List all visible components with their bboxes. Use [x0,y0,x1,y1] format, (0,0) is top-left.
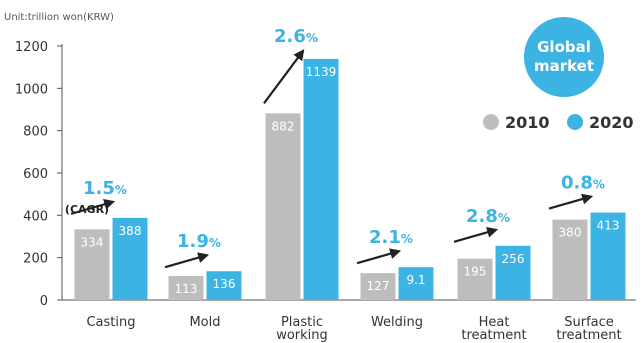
bar-value-label: 195 [464,265,487,279]
cagr-arrow [70,199,116,215]
bar-value-label: 1139 [306,65,337,79]
cagr-percent-sign: % [401,232,413,246]
cagr-arrow [453,226,499,243]
cagr-label: 0.8% [561,173,605,194]
bar-value-label: 256 [502,252,525,266]
cagr-percent-sign: % [306,31,318,45]
cagr-label: 2.1% [369,227,413,248]
bar-2020 [398,267,434,300]
cagr-value: 0.8 [561,173,593,194]
cagr-label: 1.9% [177,231,221,252]
bar-2010 [552,219,588,300]
cagr-arrow [356,248,402,265]
y-tick-label: 800 [23,125,48,140]
bar-value-label: 388 [119,224,142,238]
cagr-arrow [548,193,594,210]
y-tick-label: 600 [23,167,48,182]
cagr-percent-sign: % [498,211,510,225]
bar-value-label: 334 [81,235,104,249]
x-category-label: Casting [86,315,135,330]
cagr-value: 1.5 [83,178,115,199]
y-tick-label: 200 [23,252,48,267]
cagr-value: 2.8 [466,206,498,227]
bar-2010 [74,229,110,300]
bar-2010 [265,113,301,300]
cagr-arrow [164,252,210,269]
y-tick-label: 1200 [15,40,48,55]
x-category-label: treatment [461,328,526,343]
unit-label: Unit:trillion won(KRW) [4,12,114,23]
cagr-value: 1.9 [177,231,209,252]
global-market-badge [524,17,604,97]
cagr-label: 2.8% [466,206,510,227]
cagr-value: 2.1 [369,227,401,248]
bar-2020 [590,212,626,300]
bar-2010 [457,258,493,300]
legend-swatch-2010 [483,114,499,130]
y-tick-label: 1000 [15,82,48,97]
badge-line-2: market [534,57,594,75]
bar-value-label: 127 [367,279,390,293]
bar-2010 [360,273,396,300]
bar-value-label: 9.1 [406,273,425,287]
bar-2020 [206,271,242,300]
bar-2020 [495,245,531,300]
x-category-label: treatment [556,328,621,343]
cagr-value: 2.6 [274,26,306,47]
legend-label: 2020 [589,113,634,132]
cagr-note: (CAGR) [65,203,109,216]
badge-line-1: Global [537,38,591,56]
bar-value-label: 113 [175,282,198,296]
x-category-label: Plastic [281,315,323,330]
bar-value-label: 380 [559,226,582,240]
x-category-label: working [276,328,328,343]
bar-value-label: 413 [597,219,620,233]
cagr-arrow [263,49,305,104]
x-category-label: Welding [371,315,423,330]
x-category-label: Heat [479,315,510,330]
bar-value-label: 136 [213,277,236,291]
cagr-percent-sign: % [209,236,221,250]
x-category-label: Surface [564,315,614,330]
legend-swatch-2020 [567,114,583,130]
x-category-label: Mold [189,315,220,330]
y-tick-label: 400 [23,209,48,224]
bar-2010 [168,276,204,300]
cagr-label: 2.6% [274,26,318,47]
legend-label: 2010 [505,113,550,132]
bar-2020 [112,217,148,300]
y-tick-label: 0 [40,294,48,309]
bar-2020 [303,58,339,300]
cagr-label: 1.5% [83,178,127,199]
cagr-percent-sign: % [593,178,605,192]
cagr-percent-sign: % [115,183,127,197]
bar-value-label: 882 [272,119,295,133]
